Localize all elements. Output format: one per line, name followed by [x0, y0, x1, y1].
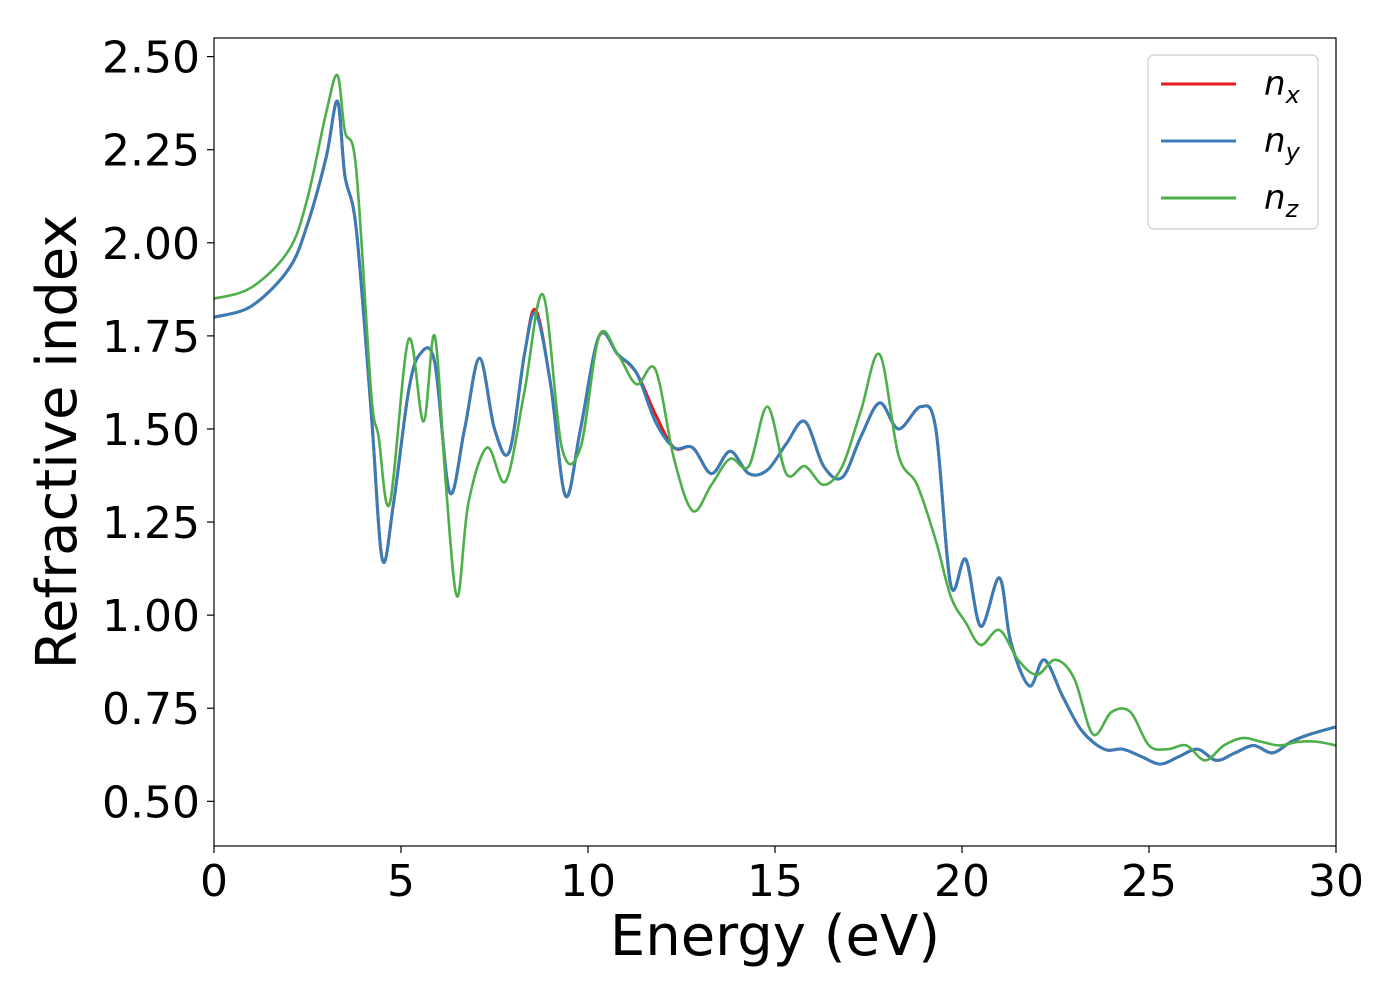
x-tick-label: 20	[934, 856, 990, 907]
legend-label-x: nx	[1264, 64, 1301, 109]
y-axis-title: Refractive index	[25, 215, 90, 670]
y-tick-label: 2.25	[102, 126, 200, 177]
x-tick-label: 15	[747, 856, 803, 907]
plot-layer	[214, 73, 1336, 766]
y-tick-label: 2.50	[102, 33, 200, 84]
legend-label-z: nz	[1264, 178, 1300, 223]
y-tick-label: 1.75	[102, 312, 200, 363]
y-tick-label: 2.00	[102, 219, 200, 270]
axes-layer: 0 5 10 15 20 25 30 0.50 0.75 1.00 1.25 1.50 1.75 2.00…	[102, 33, 1364, 907]
x-tick-label: 5	[387, 856, 415, 907]
legend: nx ny nz	[1147, 54, 1319, 230]
x-tick-label: 30	[1308, 856, 1364, 907]
y-tick-label: 1.00	[102, 591, 200, 642]
y-tick-label: 1.25	[102, 498, 200, 549]
x-tick-label: 0	[200, 856, 228, 907]
x-tick-label: 25	[1121, 856, 1177, 907]
y-tick-label: 0.75	[102, 684, 200, 735]
x-axis-title: Energy (eV)	[610, 904, 940, 969]
series-line-z	[214, 73, 1336, 762]
legend-label-y: ny	[1264, 121, 1301, 166]
series-line-y	[214, 99, 1336, 766]
y-tick-label: 0.50	[102, 777, 200, 828]
y-tick-label: 1.50	[102, 405, 200, 456]
x-tick-label: 10	[560, 856, 616, 907]
